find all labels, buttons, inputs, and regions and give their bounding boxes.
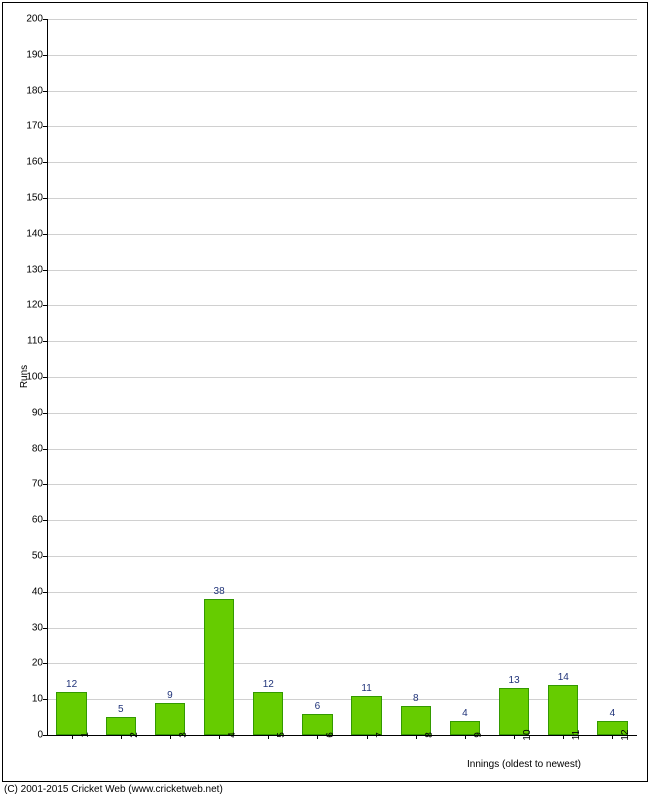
gridline	[47, 592, 637, 593]
y-tick-label: 190	[26, 49, 47, 60]
y-tick-label: 200	[26, 14, 47, 25]
y-tick-label: 180	[26, 85, 47, 96]
y-tick-label: 110	[27, 336, 47, 347]
bar-value-label: 4	[462, 708, 468, 719]
copyright-text: (C) 2001-2015 Cricket Web (www.cricketwe…	[4, 784, 223, 795]
y-tick-label: 90	[32, 407, 47, 418]
y-tick-label: 30	[32, 622, 47, 633]
gridline	[47, 305, 637, 306]
bar-value-label: 6	[315, 701, 321, 712]
bar	[155, 703, 185, 735]
y-tick-label: 140	[26, 228, 47, 239]
y-tick-label: 150	[26, 193, 47, 204]
y-tick-label: 160	[26, 157, 47, 168]
bar-value-label: 8	[413, 693, 419, 704]
y-tick-label: 70	[32, 479, 47, 490]
bar	[56, 692, 86, 735]
bar-value-label: 12	[66, 679, 77, 690]
gridline	[47, 484, 637, 485]
y-axis-title: Runs	[19, 365, 30, 388]
bar	[253, 692, 283, 735]
bar-value-label: 11	[361, 683, 371, 694]
plot-area: 0102030405060708090100110120130140150160…	[47, 19, 637, 735]
gridline	[47, 449, 637, 450]
y-tick-label: 60	[32, 515, 47, 526]
gridline	[47, 19, 637, 20]
x-axis-title: Innings (oldest to newest)	[467, 759, 581, 770]
gridline	[47, 341, 637, 342]
gridline	[47, 55, 637, 56]
gridline	[47, 413, 637, 414]
y-tick-label: 40	[32, 586, 47, 597]
gridline	[47, 126, 637, 127]
y-tick-label: 80	[32, 443, 47, 454]
y-tick-label: 170	[26, 121, 47, 132]
gridline	[47, 270, 637, 271]
gridline	[47, 520, 637, 521]
gridline	[47, 628, 637, 629]
y-tick-label: 50	[32, 551, 47, 562]
bar	[499, 688, 529, 735]
bar	[351, 696, 381, 735]
y-tick-label: 120	[26, 300, 47, 311]
x-axis-line	[47, 735, 637, 736]
y-tick-label: 20	[32, 658, 47, 669]
gridline	[47, 377, 637, 378]
gridline	[47, 198, 637, 199]
y-tick-label: 10	[32, 694, 47, 705]
bar-value-label: 13	[509, 675, 520, 686]
bar-value-label: 38	[214, 586, 225, 597]
bar-value-label: 12	[263, 679, 274, 690]
gridline	[47, 162, 637, 163]
gridline	[47, 234, 637, 235]
bar	[204, 599, 234, 735]
bar	[401, 706, 431, 735]
bar-value-label: 5	[118, 704, 124, 715]
gridline	[47, 91, 637, 92]
y-tick-label: 130	[26, 264, 47, 275]
y-axis-line	[47, 19, 48, 735]
bar-value-label: 4	[610, 708, 616, 719]
gridline	[47, 556, 637, 557]
gridline	[47, 663, 637, 664]
bar-value-label: 9	[167, 690, 173, 701]
bar-value-label: 14	[558, 672, 569, 683]
y-tick-label: 0	[37, 730, 47, 741]
bar	[548, 685, 578, 735]
